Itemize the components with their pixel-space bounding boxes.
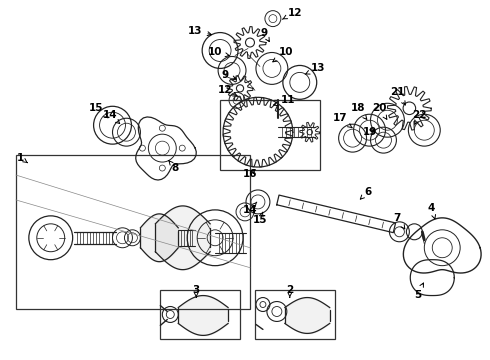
Bar <box>255 289 335 339</box>
Text: 15: 15 <box>253 212 267 225</box>
Text: 7: 7 <box>394 213 405 229</box>
Text: 20: 20 <box>372 103 387 119</box>
Text: 2: 2 <box>286 284 294 297</box>
Text: 14: 14 <box>243 202 257 215</box>
Text: 3: 3 <box>193 284 200 297</box>
Text: 1: 1 <box>17 153 27 163</box>
Text: 22: 22 <box>412 110 427 124</box>
Text: 17: 17 <box>332 113 352 128</box>
Text: 9: 9 <box>260 28 270 42</box>
Text: 12: 12 <box>218 85 238 96</box>
Text: 6: 6 <box>360 187 371 199</box>
Text: 13: 13 <box>188 26 211 36</box>
Text: 11: 11 <box>273 95 295 106</box>
Text: 5: 5 <box>414 283 423 300</box>
Text: 14: 14 <box>103 110 120 123</box>
Text: 16: 16 <box>243 169 257 179</box>
Text: 13: 13 <box>305 63 325 74</box>
Text: 15: 15 <box>88 103 108 118</box>
Text: 18: 18 <box>350 103 367 120</box>
Text: 10: 10 <box>208 48 229 58</box>
Text: 12: 12 <box>282 8 302 19</box>
Text: 4: 4 <box>428 203 436 219</box>
Text: 21: 21 <box>390 87 405 105</box>
Text: 9: 9 <box>221 71 236 80</box>
Bar <box>220 100 319 170</box>
Text: 8: 8 <box>169 161 179 173</box>
Bar <box>16 155 250 310</box>
Text: 10: 10 <box>273 48 293 62</box>
Bar <box>160 289 240 339</box>
Text: 19: 19 <box>362 127 377 137</box>
